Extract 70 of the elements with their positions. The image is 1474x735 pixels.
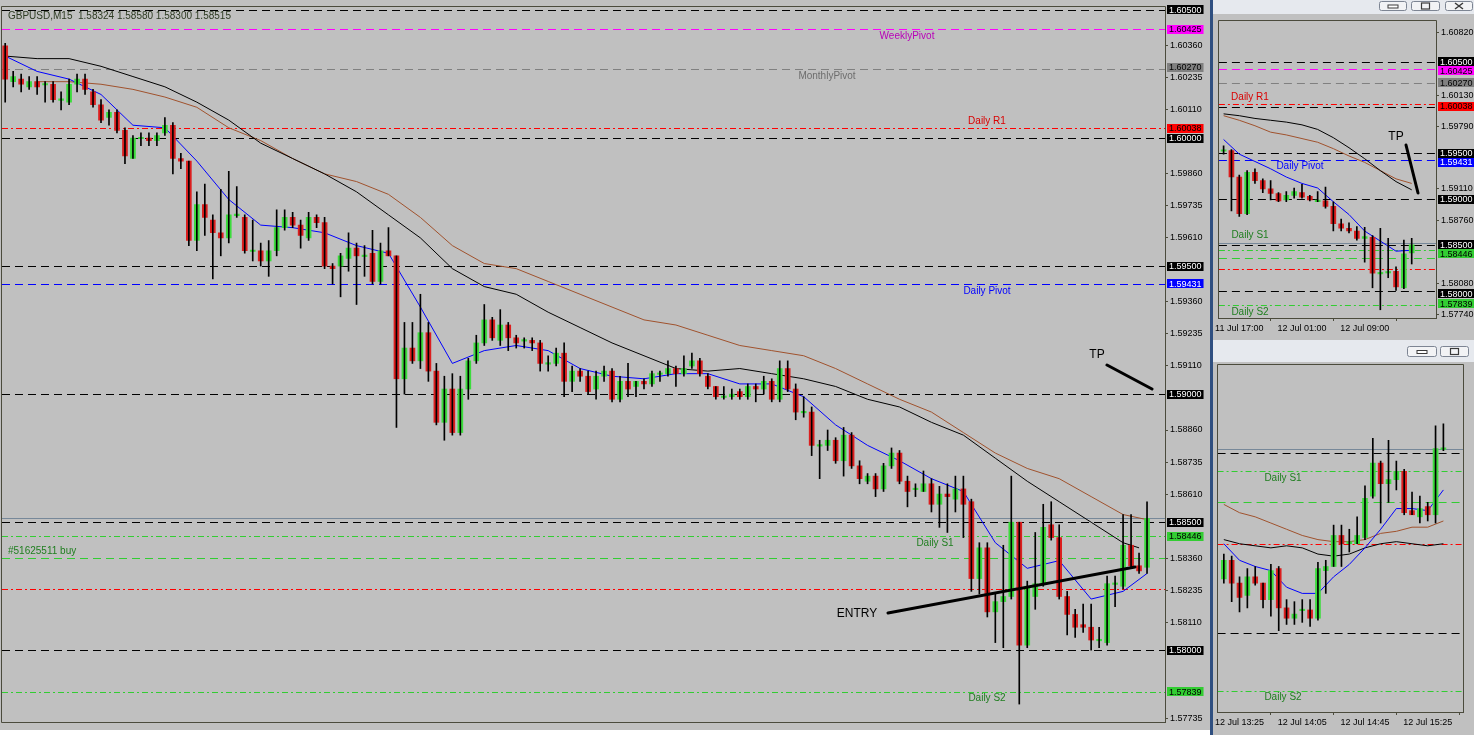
annotation: Daily S1	[1264, 472, 1303, 484]
annotation: Daily Pivot	[963, 284, 1011, 296]
y-tick-label: 1.60360	[1170, 40, 1203, 51]
y-tick-label: 1.59235	[1170, 328, 1203, 339]
ref-line-label: 1.58446	[1169, 530, 1202, 541]
y-tick-label: 1.58360	[1170, 552, 1203, 563]
y-tick-label: 1.59735	[1170, 200, 1203, 211]
ref-line-label: 1.60000	[1169, 132, 1202, 143]
ref-line-label: 1.57839	[1440, 298, 1473, 309]
y-tick-label: 1.60235	[1170, 72, 1203, 83]
ref-line-label: 1.59431	[1440, 156, 1473, 167]
x-tick-label: 12 Jul 09:00	[1340, 322, 1390, 333]
y-tick-label: 1.58235	[1170, 584, 1203, 595]
y-tick-label: 1.57735	[1170, 712, 1203, 723]
y-tick-label: 1.60110	[1170, 104, 1202, 115]
x-tick-label: 12 Jul 01:00	[1277, 322, 1327, 333]
y-tick-label: 1.59360	[1170, 296, 1203, 307]
ref-line-label: 1.60038	[1169, 122, 1202, 133]
y-tick-label: 1.59110	[1441, 183, 1473, 194]
ref-line-label: 1.60425	[1169, 23, 1202, 34]
y-tick-label: 1.59110	[1170, 360, 1202, 371]
y-tick-label: 1.60820	[1441, 26, 1474, 37]
ref-line-label: 1.59000	[1169, 388, 1202, 399]
y-tick-label: 1.59790	[1441, 121, 1474, 132]
annotation: TP	[1089, 347, 1105, 362]
x-tick-label: 12 Jul 15:25	[1403, 716, 1453, 727]
ref-line-label: 1.60270	[1440, 77, 1473, 88]
ref-line-label: 1.59431	[1169, 278, 1202, 289]
y-tick-label: 1.58110	[1170, 616, 1202, 627]
ref-line-label: 1.59500	[1440, 147, 1473, 158]
ref-line-label: 1.60500	[1169, 4, 1202, 15]
annotation: Daily R1	[968, 115, 1007, 127]
annotation: Daily S2	[1264, 691, 1303, 703]
x-tick-label: 11 Jul 17:00	[1215, 322, 1264, 333]
ref-line-label: 1.58000	[1169, 644, 1202, 655]
y-tick-label: 1.58760	[1441, 215, 1474, 226]
annotation: #51625511 buy	[8, 544, 77, 556]
ref-line-label: 1.57839	[1169, 686, 1202, 697]
ref-line-label: 1.60038	[1440, 100, 1473, 111]
y-tick-label: 1.60130	[1441, 90, 1474, 101]
annotation: Daily S2	[1231, 306, 1270, 318]
x-tick-label: 12 Jul 13:25	[1215, 716, 1265, 727]
y-tick-label: 1.58610	[1170, 488, 1203, 499]
y-tick-label: 1.57740	[1441, 308, 1474, 319]
annotation: WeeklyPivot	[879, 29, 935, 41]
y-tick-label: 1.58080	[1441, 277, 1474, 288]
ref-line-label: 1.58000	[1440, 288, 1473, 299]
x-tick-label: 12 Jul 14:45	[1340, 716, 1390, 727]
annotation: Daily S1	[916, 536, 955, 548]
annotation: Daily R1	[1231, 90, 1270, 102]
annotation: Daily S1	[1231, 229, 1270, 241]
ref-line-label: 1.60270	[1169, 61, 1202, 72]
annotation: ENTRY	[836, 606, 878, 621]
x-tick-label: 12 Jul 14:05	[1277, 716, 1327, 727]
y-tick-label: 1.58735	[1170, 456, 1203, 467]
y-tick-label: 1.59610	[1170, 232, 1203, 243]
annotation: Daily Pivot	[1276, 160, 1324, 172]
ref-line-label: 1.59500	[1169, 260, 1202, 271]
ref-line-label: 1.60425	[1440, 65, 1473, 76]
y-tick-label: 1.58860	[1170, 424, 1203, 435]
chart-title: GBPUSD,M15 1.58324 1.58580 1.58300 1.58515	[8, 10, 232, 22]
annotation: Daily S2	[968, 692, 1007, 704]
annotation: TP	[1388, 129, 1404, 144]
ref-line-label: 1.59000	[1440, 193, 1473, 204]
ref-line-label: 1.60500	[1440, 56, 1473, 67]
y-tick-label: 1.59860	[1170, 168, 1203, 179]
ref-line-label: 1.58500	[1440, 239, 1473, 250]
ref-line-label: 1.58500	[1169, 516, 1202, 527]
ref-line-label: 1.58446	[1440, 248, 1473, 259]
annotation: MonthlyPivot	[798, 69, 856, 81]
